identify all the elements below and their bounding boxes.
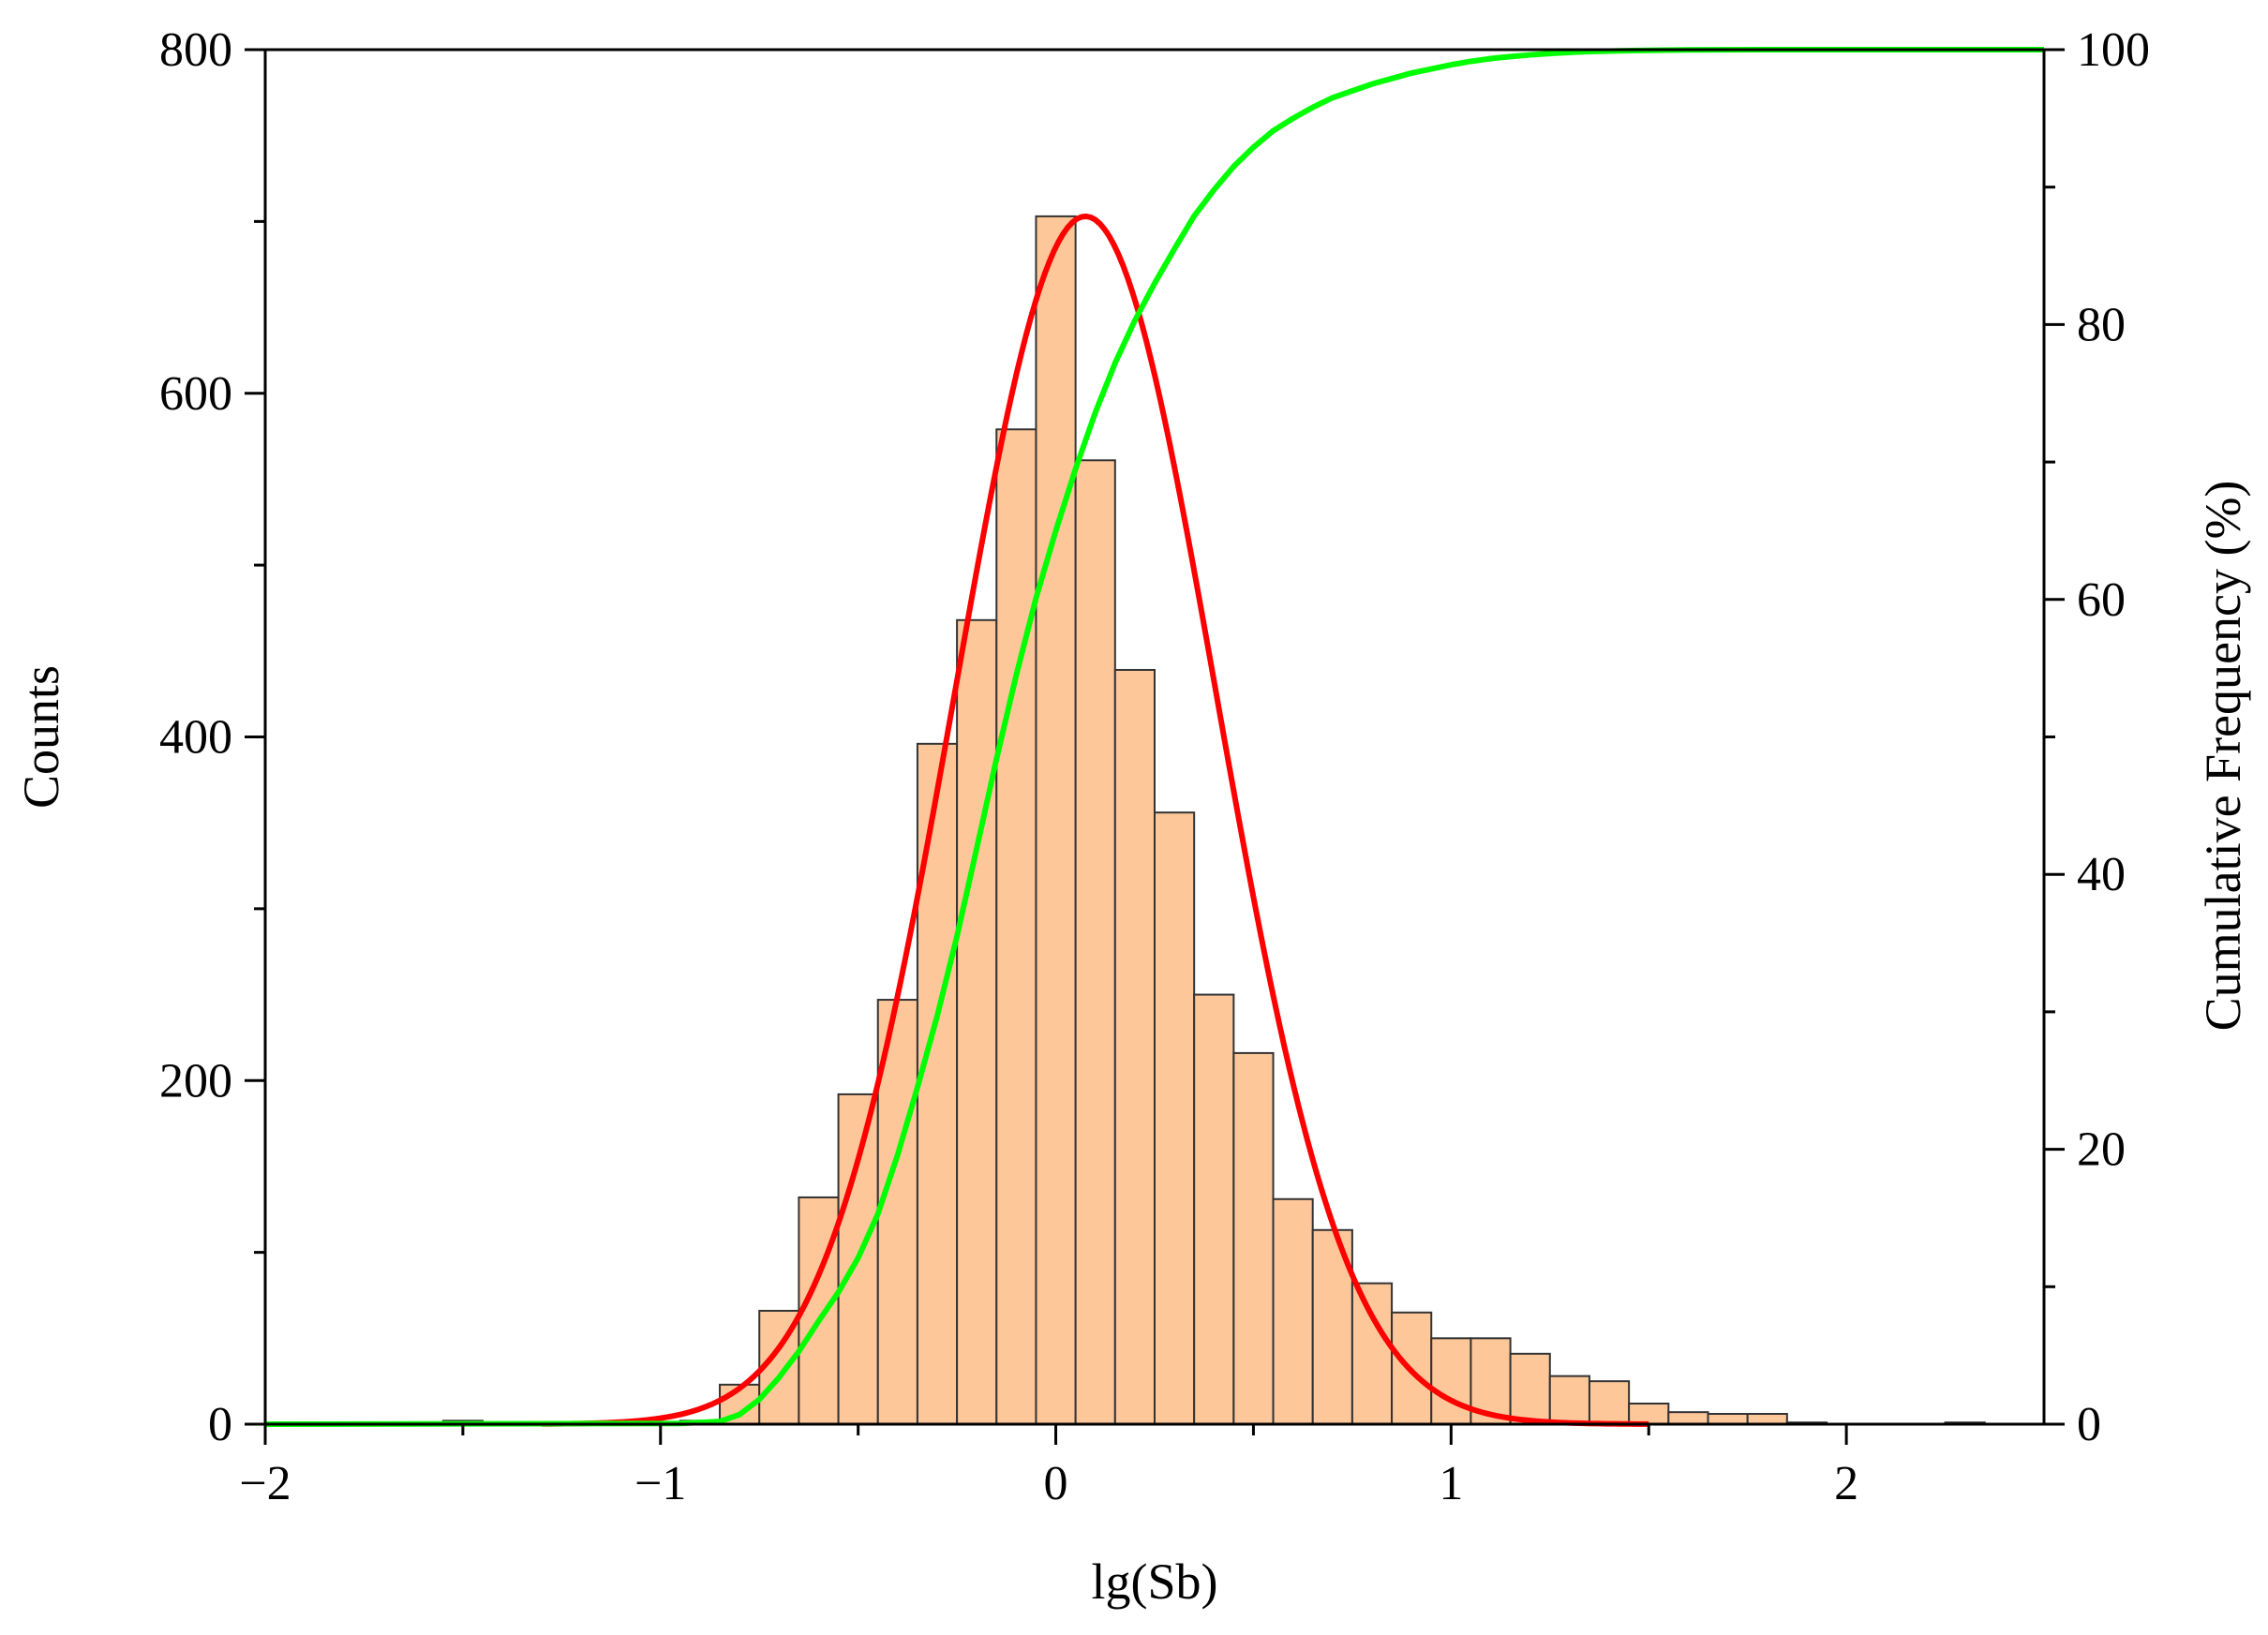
histogram-bar-16: [1272, 1197, 1314, 1426]
y2-tick-label: 80: [2077, 298, 2126, 351]
histogram-bar-25: [1628, 1402, 1670, 1425]
x-tick-label: 1: [1439, 1457, 1463, 1510]
y2-tick-label: 60: [2077, 573, 2126, 627]
histogram-bar-24: [1588, 1380, 1631, 1425]
x-tick-label: 2: [1834, 1457, 1858, 1510]
y2-tick-label: 100: [2077, 23, 2150, 77]
histogram-bar-8: [956, 618, 998, 1425]
cumulative-frequency-curve: [264, 47, 2044, 1427]
y2-tick-label: 20: [2077, 1123, 2126, 1177]
x-tick-label: 0: [1044, 1457, 1068, 1510]
histogram-bar-15: [1232, 1051, 1275, 1426]
histogram-bar-27: [1707, 1412, 1749, 1426]
normal-fit-curve: [542, 213, 1649, 1427]
x-axis-title: lg(Sb): [1092, 1553, 1218, 1610]
histogram-bar-28: [1746, 1412, 1788, 1426]
y-tick-label: 200: [159, 1054, 232, 1107]
y2-axis-title: Cumulative Frequency (%): [2195, 481, 2251, 1032]
y2-tick-label: 0: [2077, 1398, 2101, 1451]
histogram-bars: [441, 215, 1986, 1426]
x-tick-label: −2: [239, 1457, 291, 1510]
histogram-bar-9: [995, 428, 1037, 1425]
y2-tick-label: 40: [2077, 848, 2126, 901]
histogram-bar-7: [916, 742, 959, 1425]
chart-lines: [264, 47, 2044, 1427]
y-tick-label: 400: [159, 711, 232, 765]
histogram-bar-12: [1113, 668, 1156, 1425]
histogram-bar-14: [1193, 993, 1235, 1425]
histogram-bar-20: [1430, 1337, 1472, 1425]
y-tick-label: 600: [159, 367, 232, 421]
histogram-bar-26: [1667, 1411, 1709, 1425]
y-tick-label: 800: [159, 23, 232, 77]
x-tick-label: −1: [634, 1457, 686, 1510]
histogram-bar-23: [1548, 1375, 1590, 1426]
histogram-bar-10: [1035, 215, 1077, 1425]
histogram-bar-22: [1509, 1352, 1551, 1426]
y-axis-title: Counts: [13, 665, 69, 809]
histogram-bar-11: [1074, 459, 1116, 1425]
histogram-bar-18: [1350, 1282, 1394, 1425]
y-tick-label: 0: [208, 1398, 232, 1451]
histogram-bar-13: [1154, 811, 1196, 1425]
